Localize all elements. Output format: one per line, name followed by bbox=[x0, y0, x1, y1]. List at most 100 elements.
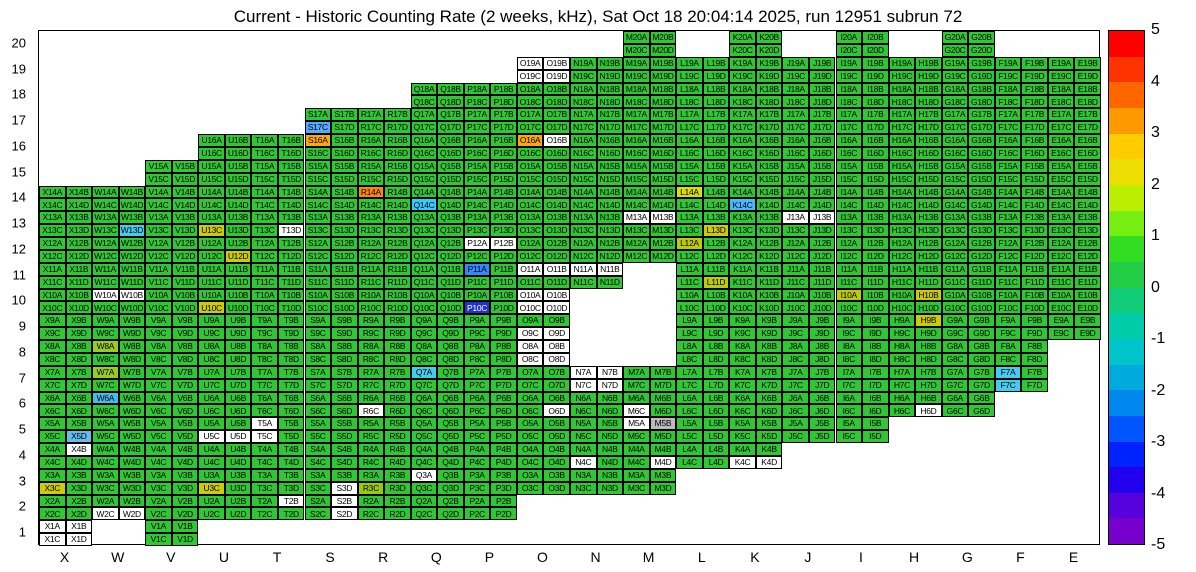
cell-K11B: K11B bbox=[755, 262, 783, 276]
cell-N18D: N18D bbox=[596, 95, 624, 109]
cell-R17A: R17A bbox=[357, 108, 385, 122]
cell-G16D: G16D bbox=[968, 146, 995, 160]
cell-M17A: M17A bbox=[623, 108, 650, 122]
cell-R4B: R4B bbox=[384, 443, 411, 456]
cell-V9D: V9D bbox=[171, 327, 199, 340]
cell-J6A: J6A bbox=[782, 391, 809, 405]
cell-I18C: I18C bbox=[835, 95, 863, 109]
cell-U3A: U3A bbox=[198, 468, 225, 482]
cell-Q6B: Q6B bbox=[437, 391, 464, 405]
cell-L16C: L16C bbox=[676, 146, 703, 160]
cell-I5C: I5C bbox=[835, 430, 863, 443]
cell-P12A: P12A bbox=[463, 237, 491, 250]
cell-U4D: U4D bbox=[224, 455, 252, 469]
cell-E14A: E14A bbox=[1047, 185, 1075, 199]
cell-U14C: U14C bbox=[198, 198, 225, 212]
cell-R15B: R15B bbox=[384, 159, 411, 173]
cell-N17D: N17D bbox=[596, 121, 624, 134]
cell-O9D: O9D bbox=[543, 327, 570, 340]
cell-I6D: I6D bbox=[862, 404, 889, 418]
cell-Q3C: Q3C bbox=[410, 481, 438, 495]
cell-Q13A: Q13A bbox=[410, 211, 438, 225]
cell-J16C: J16C bbox=[782, 146, 809, 160]
cell-L8A: L8A bbox=[676, 340, 703, 353]
cell-W11A: W11A bbox=[92, 262, 119, 276]
cell-X7A: X7A bbox=[39, 365, 66, 379]
cell-U14A: U14A bbox=[198, 185, 225, 199]
cell-S10B: S10B bbox=[331, 288, 358, 302]
cell-T11C: T11C bbox=[251, 275, 278, 289]
cell-U12C: U12C bbox=[198, 249, 225, 263]
cell-Q3B: Q3B bbox=[437, 468, 464, 482]
cell-M17B: M17B bbox=[649, 108, 677, 122]
cell-K17A: K17A bbox=[729, 108, 756, 122]
cell-E12A: E12A bbox=[1047, 237, 1075, 250]
cell-P3D: P3D bbox=[490, 481, 517, 495]
y-axis-label-3: 3 bbox=[18, 473, 26, 489]
cell-R7D: R7D bbox=[384, 378, 411, 392]
cell-L17B: L17B bbox=[702, 108, 730, 122]
cell-Q9B: Q9B bbox=[437, 314, 464, 328]
cell-K10C: K10C bbox=[729, 301, 756, 315]
cell-Q15D: Q15D bbox=[437, 172, 464, 186]
cell-I13A: I13A bbox=[835, 211, 863, 225]
cell-W7D: W7D bbox=[118, 378, 146, 392]
cell-O14C: O14C bbox=[516, 198, 544, 212]
cell-K8B: K8B bbox=[755, 340, 783, 353]
cell-W3D: W3D bbox=[118, 481, 146, 495]
cell-W10B: W10B bbox=[118, 288, 146, 302]
cell-U3D: U3D bbox=[224, 481, 252, 495]
cell-Q14B: Q14B bbox=[437, 185, 464, 199]
cell-X11B: X11B bbox=[65, 262, 93, 276]
cell-R11B: R11B bbox=[384, 262, 411, 276]
cell-H18A: H18A bbox=[888, 82, 916, 96]
cell-V4A: V4A bbox=[145, 443, 172, 456]
cell-X6B: X6B bbox=[65, 391, 93, 405]
cell-U9C: U9C bbox=[198, 327, 225, 340]
cell-J12C: J12C bbox=[782, 249, 809, 263]
cell-O6B: O6B bbox=[543, 391, 570, 405]
y-axis-label-6: 6 bbox=[18, 395, 26, 411]
cell-Q2C: Q2C bbox=[410, 507, 438, 521]
cell-F17D: F17D bbox=[1021, 121, 1048, 134]
cell-O17C: O17C bbox=[516, 121, 544, 134]
cell-J10D: J10D bbox=[808, 301, 836, 315]
cell-G11A: G11A bbox=[941, 262, 969, 276]
cell-J14D: J14D bbox=[808, 198, 836, 212]
cell-V10B: V10B bbox=[171, 288, 199, 302]
cell-I7D: I7D bbox=[862, 378, 889, 392]
cell-R5D: R5D bbox=[384, 430, 411, 443]
cell-G11D: G11D bbox=[968, 275, 995, 289]
cell-S3C: S3C bbox=[304, 481, 332, 495]
cell-S13A: S13A bbox=[304, 211, 332, 225]
cell-G10A: G10A bbox=[941, 288, 969, 302]
cell-K19D: K19D bbox=[755, 69, 783, 83]
cell-Q9A: Q9A bbox=[410, 314, 438, 328]
cell-G12D: G12D bbox=[968, 249, 995, 263]
cell-O6C: O6C bbox=[516, 404, 544, 418]
cell-M16D: M16D bbox=[649, 146, 677, 160]
cell-O18A: O18A bbox=[516, 82, 544, 96]
cell-T13B: T13B bbox=[277, 211, 305, 225]
cell-X14C: X14C bbox=[39, 198, 66, 212]
cell-N3B: N3B bbox=[596, 468, 624, 482]
x-axis-label-W: W bbox=[111, 549, 125, 565]
cell-Q16A: Q16A bbox=[410, 134, 438, 147]
cell-N6D: N6D bbox=[596, 404, 624, 418]
cell-E9C: E9C bbox=[1047, 327, 1075, 340]
colorbar-segment bbox=[1109, 261, 1144, 288]
cell-J16B: J16B bbox=[808, 134, 836, 147]
cell-K14B: K14B bbox=[755, 185, 783, 199]
cell-S5B: S5B bbox=[331, 417, 358, 431]
cell-E15C: E15C bbox=[1047, 172, 1075, 186]
cell-K8A: K8A bbox=[729, 340, 756, 353]
cell-S2B: S2B bbox=[331, 494, 358, 508]
cell-G19C: G19C bbox=[941, 69, 969, 83]
cell-V12C: V12C bbox=[145, 249, 172, 263]
cell-J11A: J11A bbox=[782, 262, 809, 276]
x-axis-label-Q: Q bbox=[430, 549, 442, 565]
cell-I20D: I20D bbox=[862, 43, 889, 57]
cell-G15A: G15A bbox=[941, 159, 969, 173]
cell-G11C: G11C bbox=[941, 275, 969, 289]
cell-Q17C: Q17C bbox=[410, 121, 438, 134]
